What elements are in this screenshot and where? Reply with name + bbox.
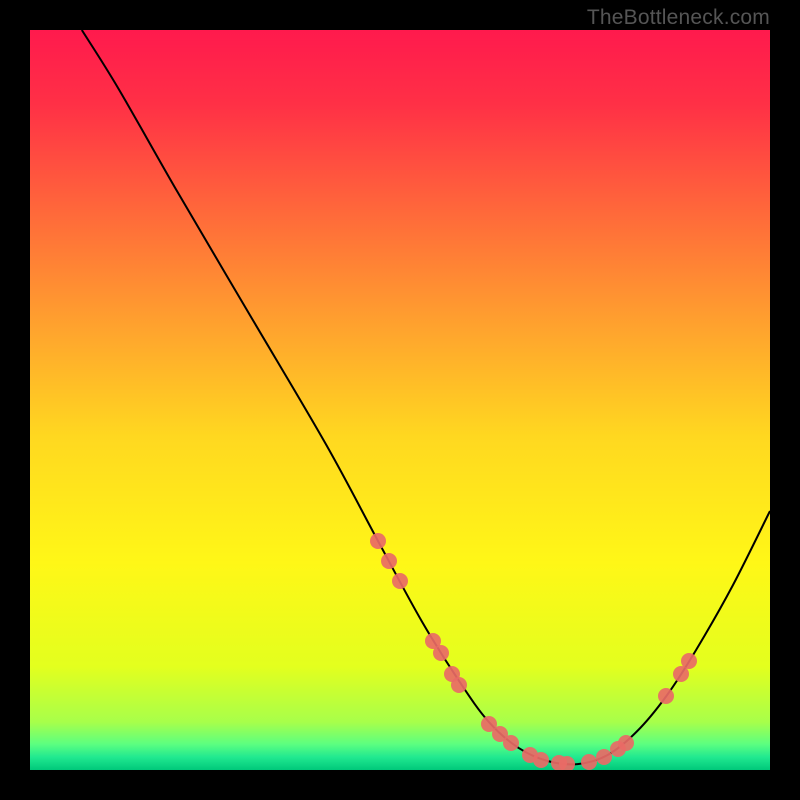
data-marker <box>381 553 397 569</box>
data-marker <box>392 573 408 589</box>
data-marker <box>451 677 467 693</box>
data-marker <box>533 752 549 768</box>
data-marker <box>596 749 612 765</box>
data-marker <box>503 735 519 751</box>
data-marker <box>370 533 386 549</box>
data-marker <box>681 653 697 669</box>
data-marker <box>433 645 449 661</box>
data-marker <box>618 735 634 751</box>
data-marker <box>581 754 597 770</box>
data-marker <box>559 756 575 770</box>
data-marker <box>658 688 674 704</box>
watermark-text: TheBottleneck.com <box>587 6 770 30</box>
plot-area <box>30 30 770 770</box>
gradient-background <box>30 30 770 770</box>
